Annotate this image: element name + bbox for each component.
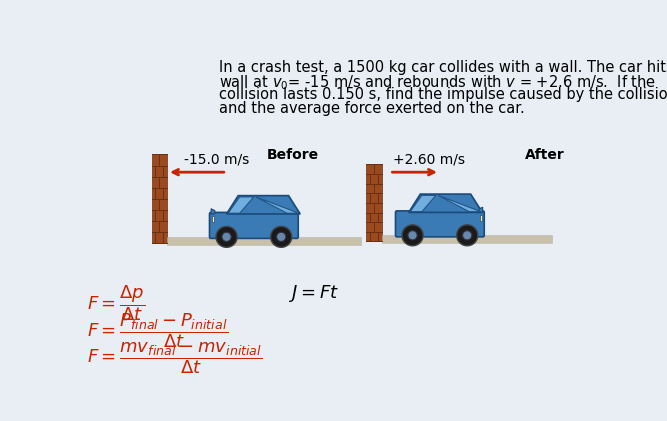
Polygon shape <box>227 196 300 214</box>
Circle shape <box>222 232 231 241</box>
Text: $F = \dfrac{\Delta p}{\Delta t}$: $F = \dfrac{\Delta p}{\Delta t}$ <box>87 283 145 323</box>
Circle shape <box>277 232 285 241</box>
Polygon shape <box>438 195 481 212</box>
Text: $F = \dfrac{mv_{final} - mv_{initial}}{\Delta t}$: $F = \dfrac{mv_{final} - mv_{initial}}{\… <box>87 341 263 376</box>
Polygon shape <box>211 209 215 214</box>
Circle shape <box>271 226 291 247</box>
Polygon shape <box>228 197 253 213</box>
Text: $J = Ft$: $J = Ft$ <box>289 283 339 304</box>
Polygon shape <box>256 197 299 213</box>
Polygon shape <box>479 207 483 213</box>
Text: wall at $v_0$= -15 m/s and rebounds with $v$ = +2.6 m/s.  If the: wall at $v_0$= -15 m/s and rebounds with… <box>219 74 656 92</box>
Bar <box>151 155 167 243</box>
Text: After: After <box>525 148 564 163</box>
FancyBboxPatch shape <box>396 211 484 237</box>
Text: and the average force exerted on the car.: and the average force exerted on the car… <box>219 101 525 116</box>
Text: Before: Before <box>267 148 319 163</box>
Bar <box>480 215 482 221</box>
Text: $F = \dfrac{P_{final} - P_{initial}}{\Delta t}$: $F = \dfrac{P_{final} - P_{initial}}{\De… <box>87 312 228 350</box>
Circle shape <box>457 225 478 246</box>
Polygon shape <box>409 194 482 213</box>
Bar <box>167 237 361 245</box>
Circle shape <box>402 225 423 246</box>
Circle shape <box>463 231 472 240</box>
Bar <box>366 165 382 242</box>
Text: In a crash test, a 1500 kg car collides with a wall. The car hits the: In a crash test, a 1500 kg car collides … <box>219 60 667 75</box>
Circle shape <box>408 231 417 240</box>
Bar <box>382 235 552 243</box>
Text: collision lasts 0.150 s, find the impulse caused by the collision: collision lasts 0.150 s, find the impuls… <box>219 88 667 102</box>
FancyBboxPatch shape <box>209 213 298 238</box>
Polygon shape <box>410 195 436 212</box>
Text: +2.60 m/s: +2.60 m/s <box>394 153 466 167</box>
Bar <box>212 216 214 222</box>
Text: -15.0 m/s: -15.0 m/s <box>184 153 249 167</box>
Circle shape <box>216 226 237 247</box>
